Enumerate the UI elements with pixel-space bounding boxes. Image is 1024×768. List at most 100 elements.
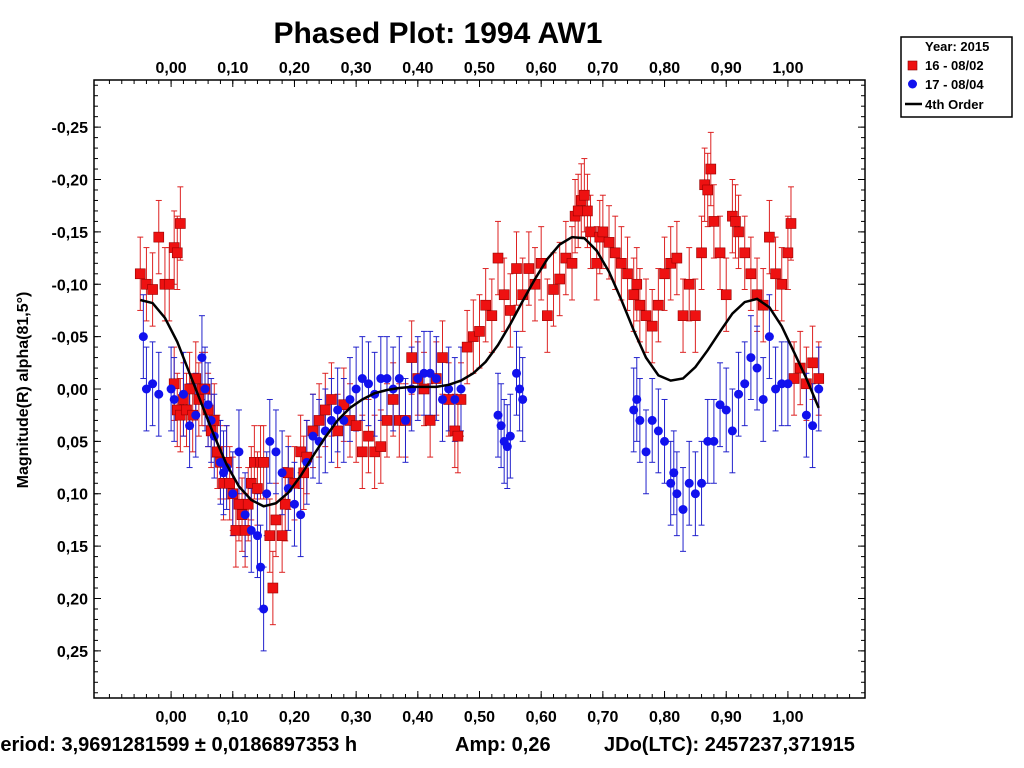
data-point-16-0802 (733, 226, 744, 238)
fit-curve-4th-order (139, 235, 820, 508)
data-point-16-0802 (498, 289, 510, 301)
x-tick-label-bottom: 0,30 (341, 709, 372, 726)
data-point-16-0802 (745, 268, 757, 280)
x-tick-label-top: 0,10 (217, 60, 248, 77)
data-point-16-0802 (276, 530, 288, 541)
period-readout: Period: 3,9691281599 ± 0,0186897353 h (0, 734, 358, 756)
data-point-16-0802 (813, 373, 825, 384)
x-tick-label-top: 0,70 (587, 60, 618, 77)
x-tick-label-bottom: 0,40 (402, 709, 433, 726)
data-point-16-0802 (659, 268, 670, 280)
x-tick-label-bottom: 0,80 (649, 709, 680, 726)
data-point-17-0804 (801, 410, 811, 420)
data-point-16-0802 (776, 278, 788, 290)
data-point-16-0802 (350, 420, 362, 431)
data-point-16-0802 (357, 446, 368, 458)
data-point-17-0804 (666, 478, 676, 488)
data-point-16-0802 (375, 441, 387, 452)
data-point-17-0804 (690, 489, 700, 499)
data-point-16-0802 (582, 205, 593, 217)
data-point-17-0804 (777, 379, 787, 389)
data-point-16-0802 (492, 252, 504, 264)
x-tick-label-top: 0,00 (156, 60, 187, 77)
y-tick-label: -0,05 (52, 330, 89, 347)
data-point-16-0802 (782, 247, 794, 259)
data-point-16-0802 (653, 299, 664, 311)
data-point-17-0804 (505, 431, 515, 441)
data-point-17-0804 (808, 421, 818, 431)
data-point-17-0804 (234, 447, 244, 457)
data-point-17-0804 (185, 421, 195, 431)
data-point-17-0804 (169, 394, 179, 404)
data-point-17-0804 (262, 489, 272, 499)
data-point-16-0802 (548, 284, 559, 295)
data-point-16-0802 (714, 247, 726, 259)
data-point-16-0802 (452, 430, 464, 442)
data-point-16-0802 (267, 582, 279, 594)
data-point-17-0804 (138, 332, 148, 342)
data-point-17-0804 (752, 363, 762, 373)
data-point-17-0804 (678, 504, 688, 514)
data-point-17-0804 (200, 384, 210, 394)
data-point-16-0802 (171, 247, 183, 259)
data-point-17-0804 (764, 332, 774, 342)
y-axis-label: Magnitude(R) alpha(81,5°) (15, 292, 32, 489)
x-tick-label-bottom: 0,00 (156, 709, 187, 726)
data-point-17-0804 (632, 394, 642, 404)
legend-title: Year: 2015 (925, 39, 989, 54)
data-point-16-0802 (705, 163, 717, 175)
data-point-16-0802 (634, 299, 646, 311)
data-point-17-0804 (709, 436, 719, 446)
data-point-17-0804 (333, 405, 343, 415)
data-point-16-0802 (406, 352, 417, 363)
data-point-17-0804 (246, 525, 256, 535)
x-tick-label-bottom: 0,60 (526, 709, 557, 726)
data-point-16-0802 (319, 404, 331, 416)
y-tick-label: 0,20 (57, 591, 88, 608)
data-point-17-0804 (518, 394, 528, 404)
data-point-16-0802 (739, 247, 751, 259)
data-point-16-0802 (332, 425, 343, 437)
data-point-17-0804 (326, 415, 336, 425)
data-point-16-0802 (770, 268, 781, 280)
data-point-17-0804 (394, 374, 404, 384)
x-tick-label-bottom: 0,90 (711, 709, 742, 726)
legend-series-2: 17 - 08/04 (925, 77, 984, 92)
data-point-17-0804 (715, 400, 725, 410)
data-point-16-0802 (511, 263, 522, 274)
x-tick-label-top: 0,50 (464, 60, 495, 77)
data-point-16-0802 (424, 415, 436, 426)
data-point-16-0802 (690, 310, 701, 321)
data-point-16-0802 (486, 310, 498, 321)
data-point-17-0804 (672, 489, 682, 499)
data-point-17-0804 (425, 368, 435, 378)
x-tick-label-bottom: 0,20 (279, 709, 310, 726)
x-tick-label-bottom: 0,70 (587, 709, 618, 726)
data-point-17-0804 (660, 436, 670, 446)
data-point-16-0802 (708, 216, 720, 227)
data-point-17-0804 (289, 499, 299, 509)
y-tick-label: 0,10 (57, 487, 88, 504)
chart-title: Phased Plot: 1994 AW1 (273, 17, 602, 50)
data-point-17-0804 (413, 374, 423, 384)
jdo-readout: JDo(LTC): 2457237,371915 (604, 734, 855, 756)
data-point-16-0802 (785, 218, 797, 229)
data-point-16-0802 (616, 258, 627, 269)
data-point-17-0804 (265, 436, 275, 446)
data-point-17-0804 (228, 489, 238, 499)
x-tick-label-bottom: 0,10 (217, 709, 248, 726)
data-point-16-0802 (671, 252, 683, 264)
data-point-17-0804 (154, 389, 164, 399)
y-tick-label: -0,25 (52, 120, 89, 137)
data-point-16-0802 (480, 299, 491, 311)
data-point-17-0804 (515, 384, 525, 394)
data-point-16-0802 (631, 278, 643, 290)
data-point-16-0802 (437, 352, 448, 363)
data-point-17-0804 (345, 394, 355, 404)
data-point-16-0802 (474, 326, 485, 337)
x-tick-label-top: 0,30 (341, 60, 372, 77)
data-point-17-0804 (814, 384, 824, 394)
data-point-17-0804 (703, 436, 713, 446)
data-point-16-0802 (609, 247, 621, 259)
data-point-17-0804 (641, 447, 651, 457)
